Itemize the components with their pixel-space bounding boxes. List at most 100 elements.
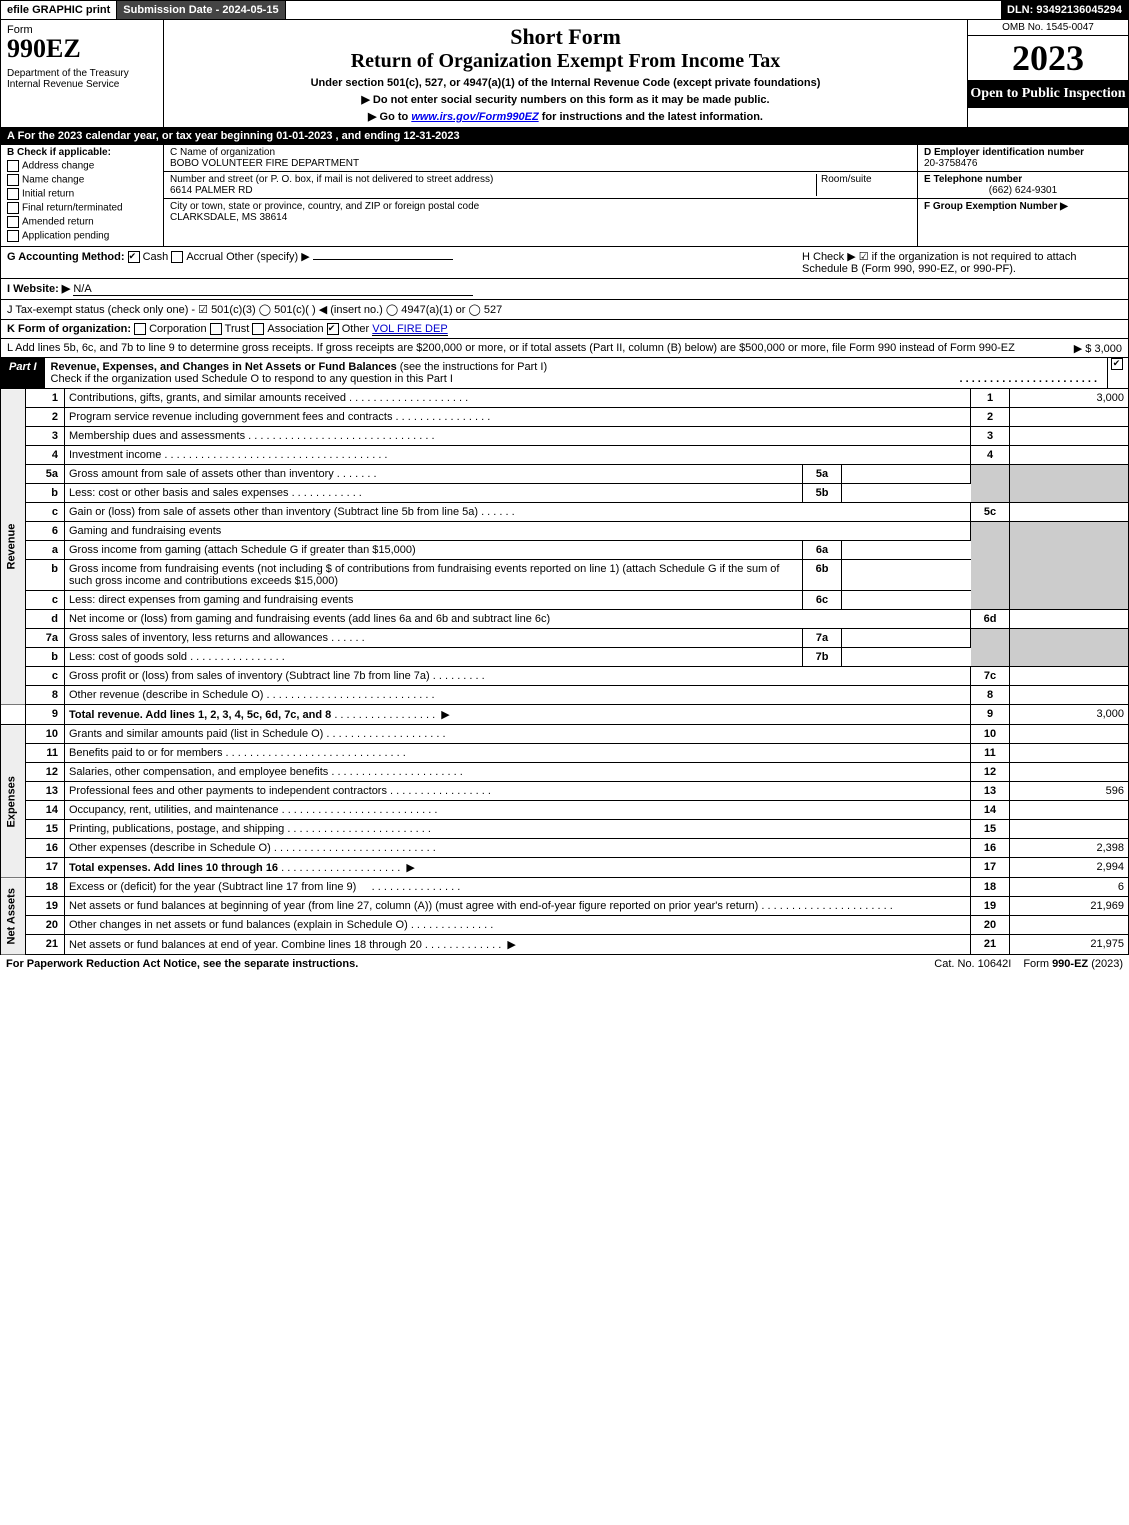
ln-10-val [1010, 725, 1129, 744]
accrual-checkbox[interactable] [171, 251, 183, 263]
part1-subtitle: (see the instructions for Part I) [400, 361, 547, 373]
opt-initial-return: Initial return [22, 189, 74, 200]
submission-date-button[interactable]: Submission Date - 2024-05-15 [117, 1, 285, 19]
open-public-badge: Open to Public Inspection [968, 80, 1128, 108]
ln-3-txt: Membership dues and assessments [69, 430, 245, 442]
dept-label: Department of the Treasury Internal Reve… [7, 68, 157, 90]
efile-print-button[interactable]: efile GRAPHIC print [1, 1, 117, 19]
ln-5c-no: c [26, 503, 65, 522]
ln-13-no: 13 [26, 782, 65, 801]
ln-17-no: 17 [26, 858, 65, 878]
line-i: I Website: ▶ N/A [0, 279, 1129, 300]
website-input[interactable]: N/A [73, 283, 473, 296]
section-c: C Name of organization BOBO VOLUNTEER FI… [164, 145, 917, 246]
ln-7c-no: c [26, 667, 65, 686]
ln-14-val [1010, 801, 1129, 820]
ln-11-no: 11 [26, 744, 65, 763]
ln-4-txt: Investment income [69, 449, 161, 461]
ln-8-val [1010, 686, 1129, 705]
ln-4-val [1010, 446, 1129, 465]
part1-tag: Part I [1, 358, 45, 388]
ln-17-val: 2,994 [1010, 858, 1129, 878]
ln-6b-box: 6b [803, 560, 842, 591]
ln-6-no: 6 [26, 522, 65, 541]
ln-7b-box: 7b [803, 648, 842, 667]
ln-15-val [1010, 820, 1129, 839]
irs-link[interactable]: www.irs.gov/Form990EZ [411, 111, 538, 123]
part1-check[interactable] [1111, 358, 1123, 370]
ln-13-txt: Professional fees and other payments to … [69, 785, 387, 797]
revenue-table: Revenue 1 Contributions, gifts, grants, … [0, 389, 1129, 725]
form-note-1: Do not enter social security numbers on … [170, 93, 961, 106]
ln-4-r: 4 [971, 446, 1010, 465]
ln-17-txt: Total expenses. Add lines 10 through 16 [69, 862, 278, 874]
amended-return-checkbox[interactable] [7, 216, 19, 228]
opt-final-return: Final return/terminated [22, 203, 123, 214]
ln-2-txt: Program service revenue including govern… [69, 411, 392, 423]
trust-checkbox[interactable] [210, 323, 222, 335]
ln-6a-txt: Gross income from gaming (attach Schedul… [65, 541, 803, 560]
l-text: L Add lines 5b, 6c, and 7b to line 9 to … [7, 342, 1015, 354]
final-return-checkbox[interactable] [7, 202, 19, 214]
ln-8-txt: Other revenue (describe in Schedule O) [69, 689, 263, 701]
ln-17-r: 17 [971, 858, 1010, 878]
ln-16-val: 2,398 [1010, 839, 1129, 858]
assoc-checkbox[interactable] [252, 323, 264, 335]
corp-checkbox[interactable] [134, 323, 146, 335]
ln-12-val [1010, 763, 1129, 782]
net-assets-table: Net Assets 18 Excess or (deficit) for th… [0, 878, 1129, 955]
ln-6a-box: 6a [803, 541, 842, 560]
ln-18-no: 18 [26, 878, 65, 897]
group-exemption-label: F Group Exemption Number ▶ [924, 201, 1068, 212]
opt-address-change: Address change [22, 161, 94, 172]
ln-6d-r: 6d [971, 610, 1010, 629]
ln-7b-txt: Less: cost of goods sold [69, 651, 187, 663]
k-label: K Form of organization: [7, 323, 131, 335]
ln-9-no: 9 [26, 705, 65, 725]
ln-12-txt: Salaries, other compensation, and employ… [69, 766, 328, 778]
other-org-value[interactable]: VOL FIRE DEP [372, 323, 447, 336]
initial-return-checkbox[interactable] [7, 188, 19, 200]
opt-app-pending: Application pending [22, 231, 109, 242]
ln-20-no: 20 [26, 916, 65, 935]
ln-2-r: 2 [971, 408, 1010, 427]
address-change-checkbox[interactable] [7, 160, 19, 172]
name-change-checkbox[interactable] [7, 174, 19, 186]
ln-21-r: 21 [971, 935, 1010, 955]
application-pending-checkbox[interactable] [7, 230, 19, 242]
ln-5a-box: 5a [803, 465, 842, 484]
ln-15-r: 15 [971, 820, 1010, 839]
section-b: B Check if applicable: Address change Na… [1, 145, 164, 246]
arrow-icon [368, 111, 380, 123]
ln-18-val: 6 [1010, 878, 1129, 897]
revenue-tab: Revenue [1, 389, 26, 705]
other-org-checkbox[interactable] [327, 323, 339, 335]
ln-7a-boxval [842, 629, 971, 648]
ln-7a-txt: Gross sales of inventory, less returns a… [69, 632, 328, 644]
ln-5b-no: b [26, 484, 65, 503]
line-h: H Check ▶ ☑ if the organization is not r… [794, 250, 1122, 275]
ln-16-r: 16 [971, 839, 1010, 858]
ln-7c-val [1010, 667, 1129, 686]
ln-10-txt: Grants and similar amounts paid (list in… [69, 728, 323, 740]
other-specify-input[interactable] [313, 259, 453, 260]
opt-other: Other (specify) ▶ [226, 251, 310, 263]
ln-9-r: 9 [971, 705, 1010, 725]
ln-20-txt: Other changes in net assets or fund bala… [69, 919, 408, 931]
ln-3-r: 3 [971, 427, 1010, 446]
section-a: A For the 2023 calendar year, or tax yea… [0, 128, 1129, 145]
opt-other-org: Other [342, 323, 370, 335]
form-title-1: Short Form [170, 24, 961, 50]
ln-14-txt: Occupancy, rent, utilities, and maintena… [69, 804, 279, 816]
org-name: BOBO VOLUNTEER FIRE DEPARTMENT [170, 158, 359, 169]
form-subtitle: Under section 501(c), 527, or 4947(a)(1)… [170, 77, 961, 89]
ln-19-txt: Net assets or fund balances at beginning… [69, 900, 758, 912]
ein-value: 20-3758476 [924, 158, 977, 169]
ln-6-txt: Gaming and fundraising events [65, 522, 971, 541]
ln-6d-no: d [26, 610, 65, 629]
ln-18-txt: Excess or (deficit) for the year (Subtra… [69, 881, 356, 893]
ln-2-no: 2 [26, 408, 65, 427]
section-d: D Employer identification number 20-3758… [917, 145, 1128, 246]
cash-checkbox[interactable] [128, 251, 140, 263]
opt-accrual: Accrual [186, 251, 223, 263]
